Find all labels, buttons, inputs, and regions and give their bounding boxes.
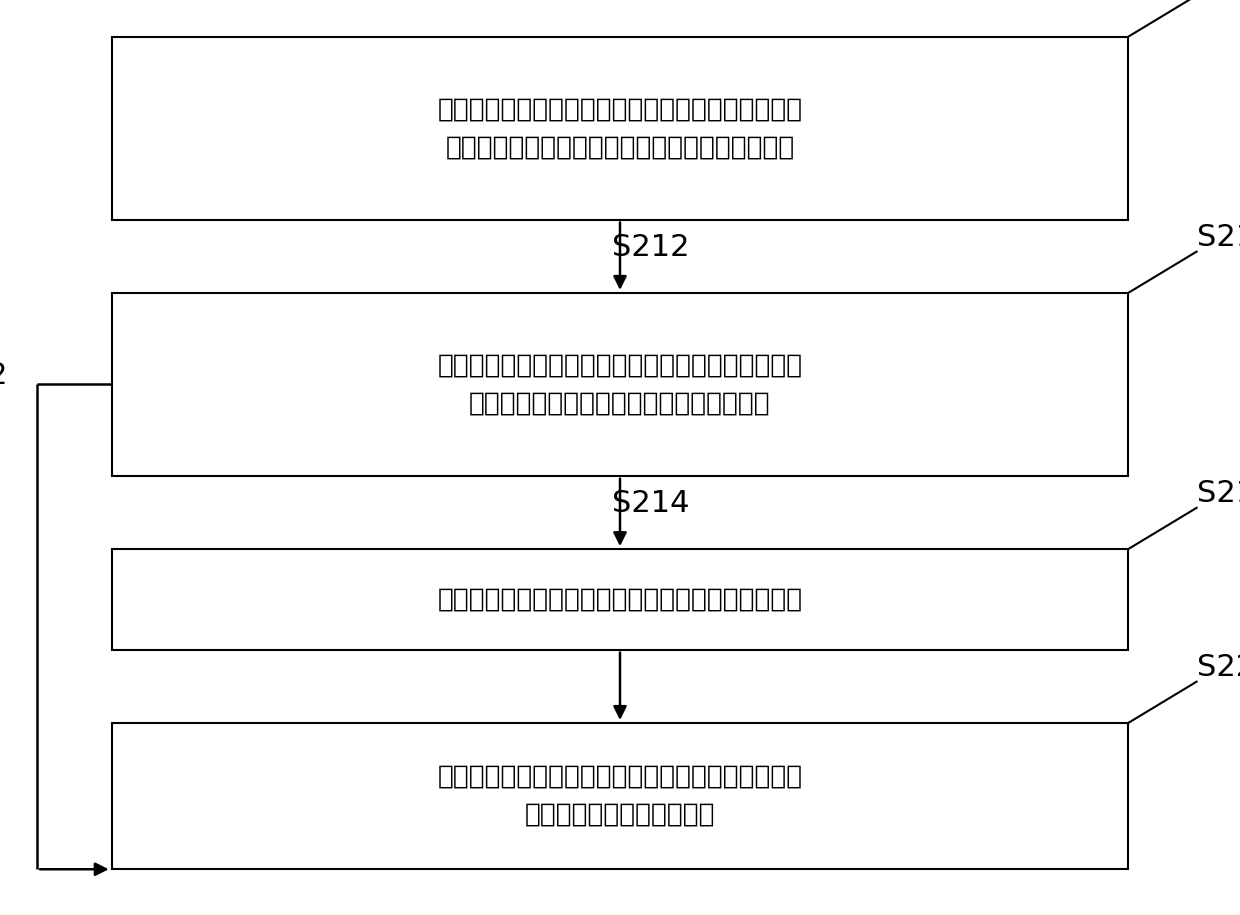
Text: S215: S215: [1197, 479, 1240, 508]
Bar: [112, 549, 1128, 650]
Text: 伺服机械手按照排板操作方案对光学纤维丝进行排板: 伺服机械手按照排板操作方案对光学纤维丝进行排板: [438, 587, 802, 612]
Text: S212: S212: [613, 232, 689, 262]
Text: S214: S214: [613, 489, 689, 518]
Bar: [112, 723, 1128, 869]
Bar: [112, 37, 1128, 220]
Bar: [112, 293, 1128, 476]
Text: 智能排板控制装置根据光学纤维丝的状态信息和排板
模具的状态信息，确定对应的排板操作方案: 智能排板控制装置根据光学纤维丝的状态信息和排板 模具的状态信息，确定对应的排板操…: [438, 352, 802, 416]
Text: 集成视觉系统以及智能传感设备获取光学纤维丝的排
板位置信息和排板状态参数: 集成视觉系统以及智能传感设备获取光学纤维丝的排 板位置信息和排板状态参数: [438, 764, 802, 828]
Text: S213: S213: [1197, 222, 1240, 252]
Text: S222: S222: [0, 361, 7, 390]
Text: 集成视觉系统以及智能传感设备扫描检测，获得光学
纤维丝的状态信息以及对应的排板模具的状态信息: 集成视觉系统以及智能传感设备扫描检测，获得光学 纤维丝的状态信息以及对应的排板模…: [438, 96, 802, 160]
Text: S221: S221: [1197, 652, 1240, 682]
